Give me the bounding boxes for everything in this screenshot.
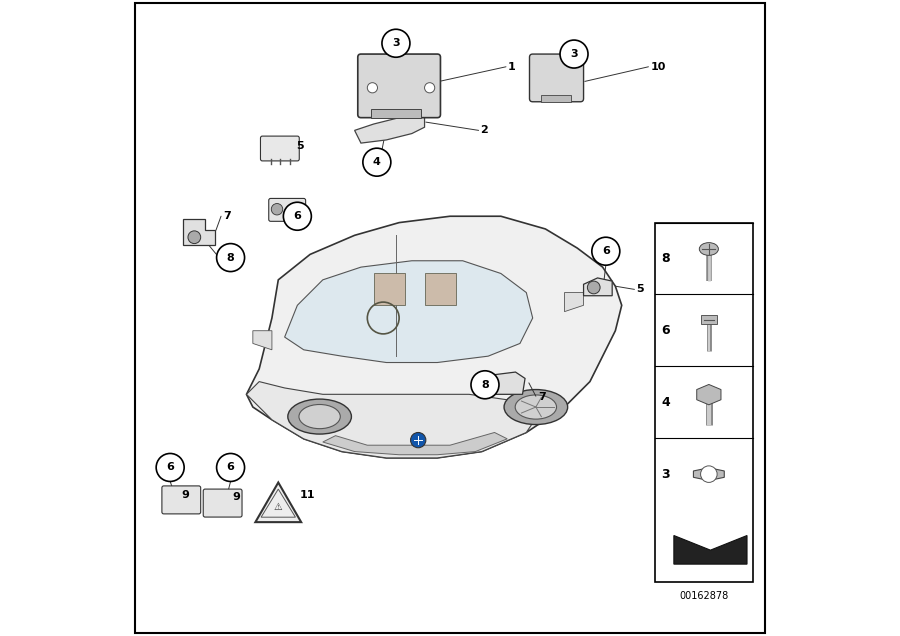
Text: 4: 4 <box>373 157 381 167</box>
Text: 6: 6 <box>227 462 235 473</box>
Text: 3: 3 <box>392 38 400 48</box>
Polygon shape <box>583 278 612 296</box>
Circle shape <box>410 432 426 448</box>
FancyBboxPatch shape <box>203 489 242 517</box>
FancyBboxPatch shape <box>260 136 300 161</box>
Text: 8: 8 <box>662 252 670 265</box>
Polygon shape <box>674 536 747 564</box>
Text: 6: 6 <box>602 246 610 256</box>
Circle shape <box>382 29 410 57</box>
Text: 11: 11 <box>300 490 315 500</box>
Bar <box>655 223 753 582</box>
Bar <box>371 109 421 118</box>
Circle shape <box>588 281 600 294</box>
Text: 8: 8 <box>482 380 489 390</box>
Text: 7: 7 <box>538 392 545 403</box>
Bar <box>374 273 406 305</box>
FancyBboxPatch shape <box>269 198 306 221</box>
Circle shape <box>217 453 245 481</box>
Ellipse shape <box>299 404 340 429</box>
Circle shape <box>292 204 303 215</box>
Text: 4: 4 <box>662 396 670 409</box>
Circle shape <box>157 453 184 481</box>
Text: 9: 9 <box>182 490 190 500</box>
Circle shape <box>188 231 201 244</box>
Polygon shape <box>323 432 508 455</box>
Polygon shape <box>564 293 583 312</box>
Polygon shape <box>697 384 721 405</box>
Polygon shape <box>693 468 724 481</box>
Text: 5: 5 <box>296 141 303 151</box>
Circle shape <box>592 237 620 265</box>
Polygon shape <box>247 382 539 458</box>
Polygon shape <box>355 114 425 143</box>
Ellipse shape <box>288 399 351 434</box>
Circle shape <box>425 83 435 93</box>
Text: 3: 3 <box>662 467 670 481</box>
Text: 6: 6 <box>293 211 302 221</box>
Ellipse shape <box>515 395 556 419</box>
Text: 10: 10 <box>651 62 666 72</box>
Bar <box>541 95 572 102</box>
Polygon shape <box>253 331 272 350</box>
Text: 3: 3 <box>571 49 578 59</box>
Circle shape <box>560 40 588 68</box>
Polygon shape <box>256 483 302 522</box>
Circle shape <box>217 244 245 272</box>
Text: 2: 2 <box>481 125 489 135</box>
Text: 6: 6 <box>662 324 670 337</box>
Bar <box>425 273 456 305</box>
Text: 9: 9 <box>232 492 240 502</box>
Circle shape <box>471 371 499 399</box>
Text: 6: 6 <box>166 462 174 473</box>
Circle shape <box>367 83 377 93</box>
Circle shape <box>271 204 283 215</box>
FancyBboxPatch shape <box>358 54 440 118</box>
Text: 8: 8 <box>227 252 235 263</box>
Text: 5: 5 <box>636 284 644 294</box>
Text: 7: 7 <box>223 211 230 221</box>
FancyBboxPatch shape <box>529 54 583 102</box>
Circle shape <box>284 202 311 230</box>
Text: 1: 1 <box>508 62 515 72</box>
Ellipse shape <box>699 242 718 256</box>
Text: ⚠: ⚠ <box>274 502 283 512</box>
FancyBboxPatch shape <box>162 486 201 514</box>
Circle shape <box>700 466 717 483</box>
Circle shape <box>363 148 391 176</box>
Polygon shape <box>183 219 215 245</box>
Bar <box>700 315 717 324</box>
Text: 00162878: 00162878 <box>680 591 729 601</box>
Polygon shape <box>247 216 622 458</box>
Polygon shape <box>491 372 525 394</box>
Ellipse shape <box>504 389 568 425</box>
Polygon shape <box>284 261 533 363</box>
